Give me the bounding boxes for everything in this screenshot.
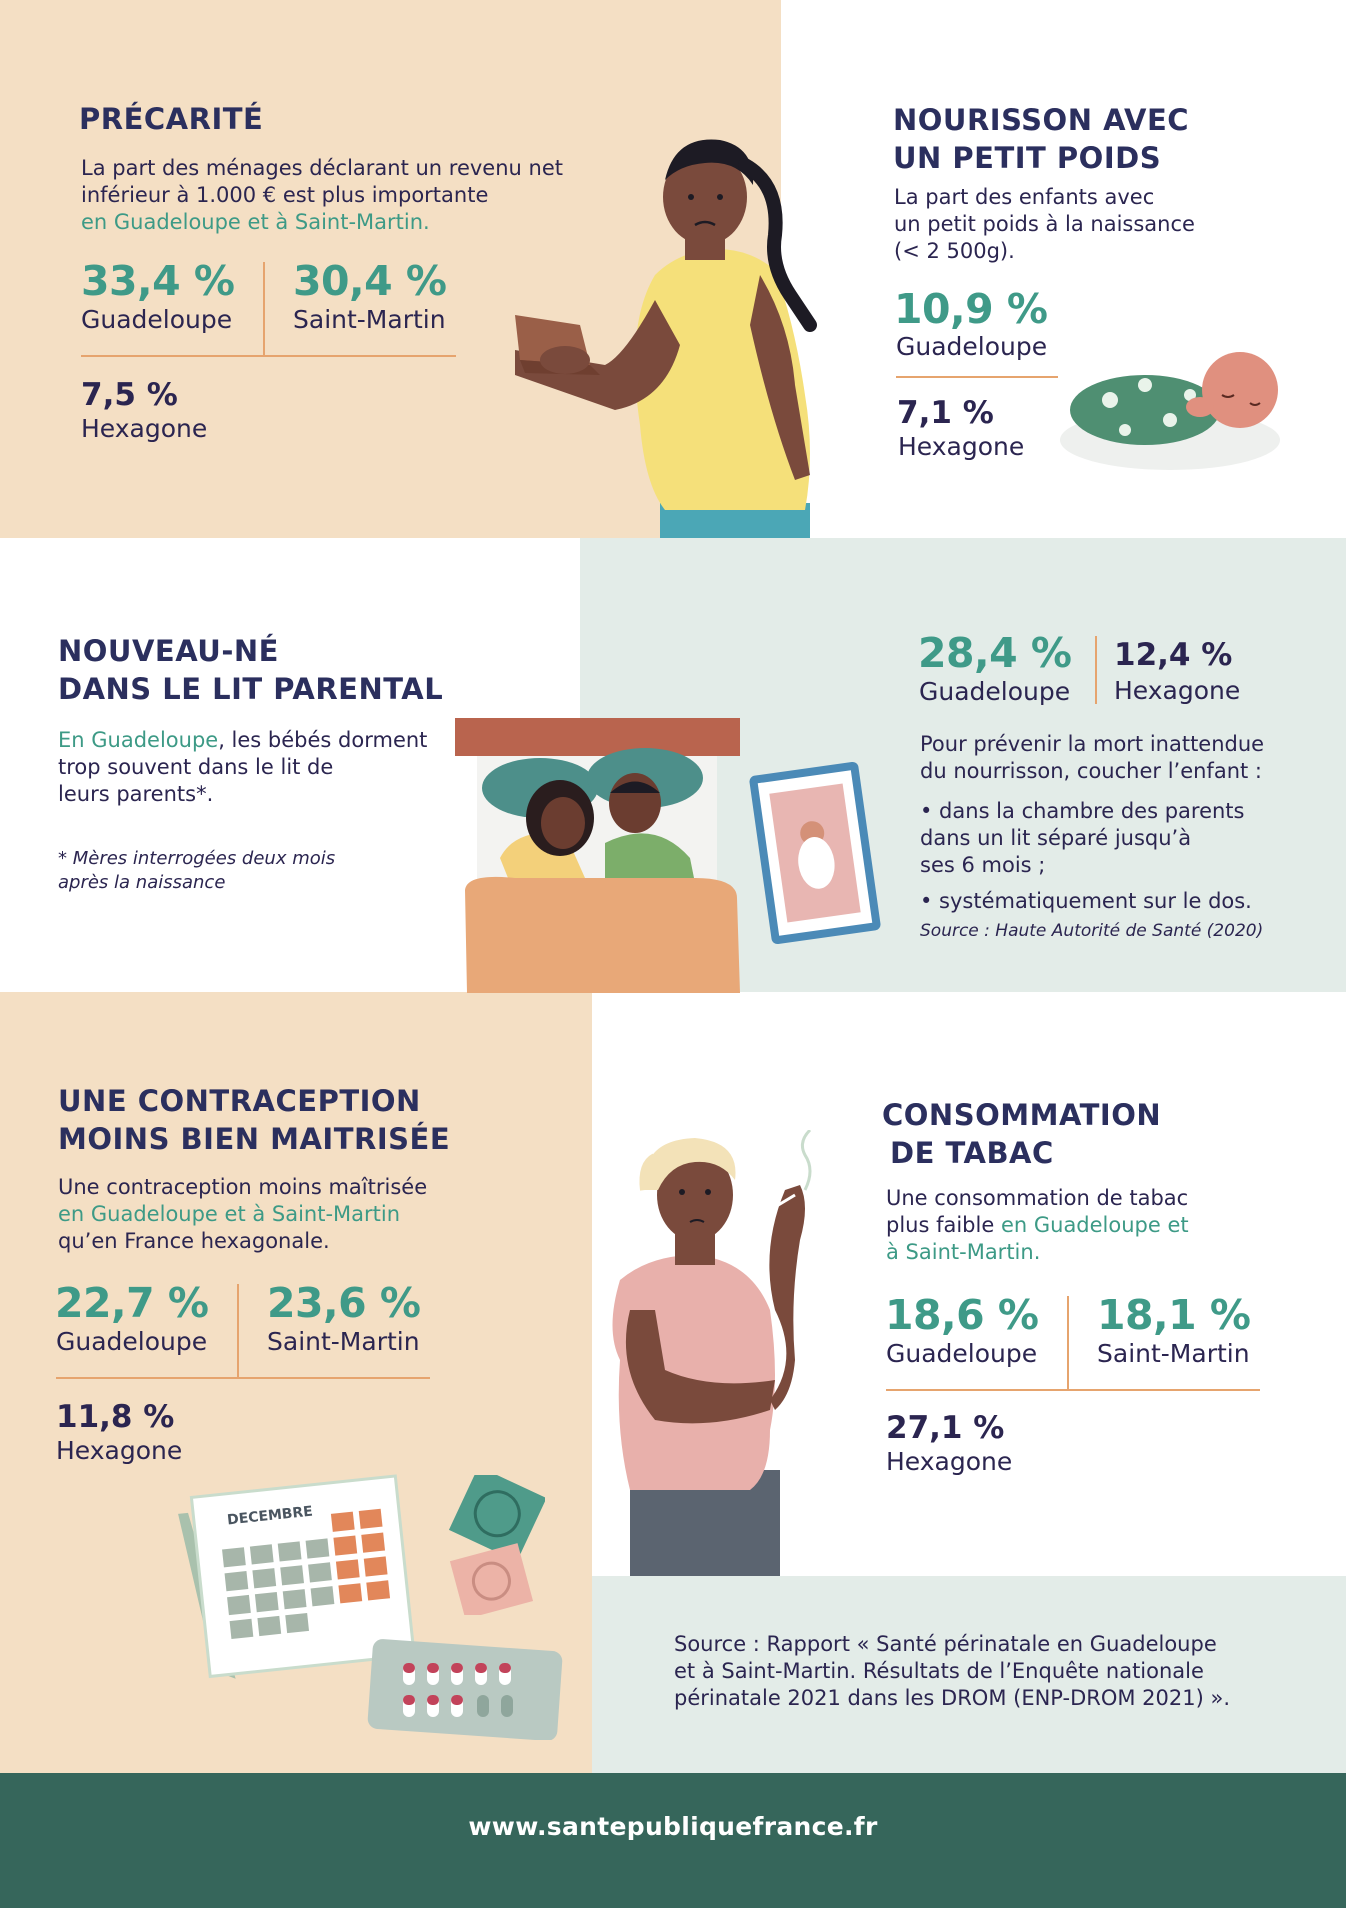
lit-parental-title-2: DANS LE LIT PARENTAL [58, 672, 444, 706]
precarite-text-2: inférieur à 1.000 € est plus importante [81, 183, 489, 207]
precarite-value-guadeloupe: 33,4 % [81, 257, 235, 305]
tabac-divider-v [1067, 1296, 1069, 1389]
tabac-text-2-start: plus faible [886, 1213, 1001, 1237]
advice-bullet-1b: dans un lit séparé jusqu’à [920, 826, 1192, 850]
precarite-label-hexagone: Hexagone [81, 414, 208, 443]
lit-parental-value-hexagone: 12,4 % [1114, 637, 1233, 673]
condom-packets-illustration [448, 1475, 545, 1615]
tabac-text-2-highlight: en Guadeloupe et [1000, 1213, 1189, 1237]
source-line-2: et à Saint-Martin. Résultats de l’Enquêt… [674, 1659, 1204, 1683]
calendar-illustration: DECEMBRE [165, 1462, 425, 1687]
nourisson-text-1: La part des enfants avec [894, 185, 1155, 209]
tabac-text-3: à Saint-Martin. [886, 1240, 1041, 1264]
precarite-text-3: en Guadeloupe et à Saint-Martin. [81, 210, 430, 234]
baby-crib-illustration [749, 761, 881, 945]
contraception-label-saint-martin: Saint-Martin [267, 1327, 420, 1356]
advice-line-1: Pour prévenir la mort inattendue [920, 732, 1265, 756]
lit-parental-title-1: NOUVEAU-NÉ [58, 634, 279, 668]
contraception-text-1: Une contraception moins maîtrisée [58, 1175, 428, 1199]
contraception-divider-h [56, 1377, 430, 1379]
footer-website-link[interactable]: www.santepubliquefrance.fr [468, 1812, 878, 1841]
footer-bar [0, 1773, 1346, 1908]
contraception-value-saint-martin: 23,6 % [267, 1279, 421, 1327]
pill-blister-illustration [367, 1639, 563, 1740]
nourisson-title-1: NOURISSON AVEC [893, 103, 1190, 137]
precarite-title: PRÉCARITÉ [79, 102, 264, 136]
tabac-value-hexagone: 27,1 % [886, 1410, 1005, 1446]
lit-parental-note-1: * Mères interrogées deux mois [58, 848, 336, 869]
lit-parental-text-1-highlight: En Guadeloupe [58, 728, 219, 752]
lit-parental-label-guadeloupe: Guadeloupe [919, 677, 1071, 706]
source-line-3: périnatale 2021 dans les DROM (ENP-DROM … [674, 1686, 1230, 1710]
sleeping-baby-illustration [1060, 352, 1280, 470]
precarite-text-1: La part des ménages déclarant un revenu … [81, 156, 563, 180]
lit-parental-label-hexagone: Hexagone [1114, 676, 1241, 705]
nourisson-text-3: (< 2 500g). [894, 239, 1015, 263]
tabac-text-1: Une consommation de tabac [886, 1186, 1189, 1210]
lit-parental-text-2: trop souvent dans le lit de [58, 755, 334, 779]
nourisson-title-2: UN PETIT POIDS [893, 141, 1162, 175]
tabac-value-guadeloupe: 18,6 % [885, 1291, 1039, 1339]
tabac-label-guadeloupe: Guadeloupe [886, 1339, 1038, 1368]
source-line-1: Source : Rapport « Santé périnatale en G… [674, 1632, 1217, 1656]
precarite-divider-v [263, 262, 265, 355]
contraception-label-guadeloupe: Guadeloupe [56, 1327, 208, 1356]
tabac-title-1: CONSOMMATION [882, 1098, 1162, 1132]
precarite-value-hexagone: 7,5 % [81, 377, 178, 413]
lit-parental-text-1-rest: , les bébés dorment [218, 728, 428, 752]
precarite-divider-h [81, 355, 456, 357]
nourisson-label-hexagone: Hexagone [898, 432, 1025, 461]
contraception-title-1: UNE CONTRACEPTION [58, 1084, 421, 1118]
tabac-value-saint-martin: 18,1 % [1097, 1291, 1251, 1339]
contraception-text-3: qu’en France hexagonale. [58, 1229, 330, 1253]
nourisson-value-guadeloupe: 10,9 % [894, 285, 1048, 333]
advice-bullet-1c: ses 6 mois ; [920, 853, 1046, 877]
contraception-value-guadeloupe: 22,7 % [55, 1279, 209, 1327]
bg-source [592, 1576, 1346, 1773]
parents-bed-illustration [455, 718, 740, 993]
woman-empty-wallet-illustration [515, 139, 817, 538]
nourisson-text-2: un petit poids à la naissance [894, 212, 1195, 236]
contraception-title-2: MOINS BIEN MAITRISÉE [58, 1122, 451, 1156]
nourisson-label-guadeloupe: Guadeloupe [896, 332, 1048, 361]
nourisson-value-hexagone: 7,1 % [897, 395, 994, 431]
tabac-divider-h [886, 1389, 1260, 1391]
precarite-label-guadeloupe: Guadeloupe [81, 305, 233, 334]
nourisson-divider-h [896, 376, 1058, 378]
advice-line-2: du nourrisson, coucher l’enfant : [920, 759, 1262, 783]
lit-parental-text-3: leurs parents*. [58, 782, 214, 806]
precarite-value-saint-martin: 30,4 % [293, 257, 447, 305]
advice-source: Source : Haute Autorité de Santé (2020) [920, 921, 1264, 941]
tabac-label-hexagone: Hexagone [886, 1447, 1013, 1476]
contraception-value-hexagone: 11,8 % [56, 1399, 175, 1435]
contraception-text-2: en Guadeloupe et à Saint-Martin [58, 1202, 401, 1226]
tabac-title-2: DE TABAC [890, 1136, 1054, 1170]
contraception-label-hexagone: Hexagone [56, 1436, 183, 1465]
woman-smoking-illustration [612, 1130, 812, 1576]
tabac-text-2: plus faible en Guadeloupe et [886, 1212, 1189, 1239]
lit-parental-divider-v [1095, 636, 1097, 704]
advice-bullet-1a: • dans la chambre des parents [920, 799, 1245, 823]
precarite-label-saint-martin: Saint-Martin [293, 305, 446, 334]
tabac-label-saint-martin: Saint-Martin [1097, 1339, 1250, 1368]
lit-parental-note-2: après la naissance [58, 872, 226, 893]
lit-parental-text-1: En Guadeloupe, les bébés dorment [58, 727, 427, 754]
advice-bullet-2: • systématiquement sur le dos. [920, 889, 1252, 913]
contraception-divider-v [237, 1284, 239, 1377]
lit-parental-value-guadeloupe: 28,4 % [918, 629, 1072, 677]
